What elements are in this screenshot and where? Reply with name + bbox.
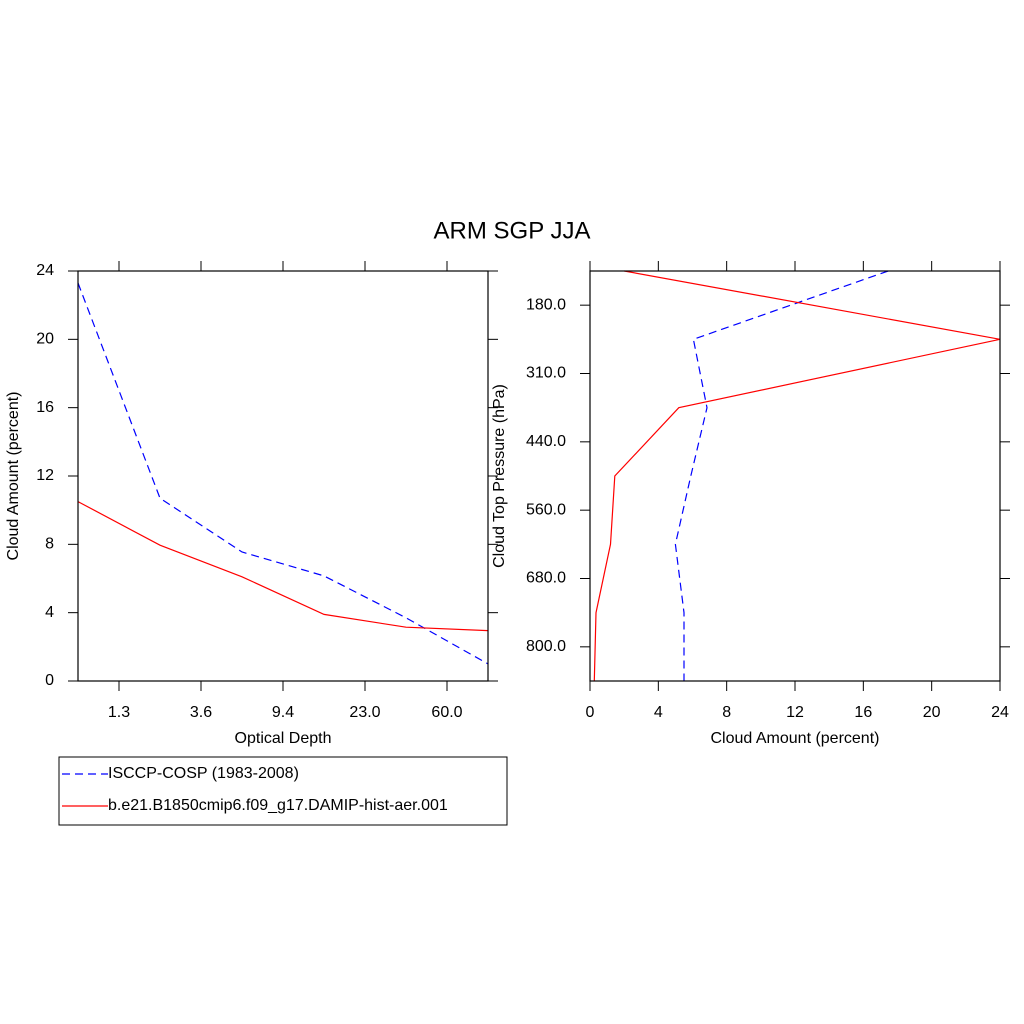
figure-title: ARM SGP JJA — [434, 217, 591, 244]
series-line — [674, 270, 889, 681]
x-tick-label: 24 — [991, 704, 1009, 721]
plot-frame — [77, 270, 489, 682]
y-tick-label: 8 — [45, 536, 54, 553]
x-tick-label: 20 — [923, 704, 941, 721]
x-tick-label: 12 — [786, 704, 804, 721]
legend-label: b.e21.B1850cmip6.f09_g17.DAMIP-hist-aer.… — [108, 797, 448, 814]
y-tick-label: 680.0 — [526, 570, 566, 587]
y-axis-label: Cloud Top Pressure (hPa) — [491, 384, 508, 568]
x-tick-label: 4 — [654, 704, 663, 721]
y-tick-label: 16 — [36, 399, 54, 416]
y-tick-label: 24 — [36, 262, 54, 279]
y-tick-label: 440.0 — [526, 433, 566, 450]
x-tick-label: 9.4 — [272, 704, 294, 721]
legend-box — [58, 756, 508, 826]
x-tick-label: 8 — [722, 704, 731, 721]
x-tick-label: 16 — [854, 704, 872, 721]
plot-frame — [589, 270, 1001, 682]
y-tick-label: 12 — [36, 467, 54, 484]
y-tick-label: 0 — [45, 672, 54, 689]
y-tick-label: 180.0 — [526, 296, 566, 313]
series-line — [77, 501, 489, 632]
x-tick-label: 60.0 — [431, 704, 462, 721]
x-tick-label: 1.3 — [108, 704, 130, 721]
y-tick-label: 800.0 — [526, 638, 566, 655]
y-tick-label: 310.0 — [526, 365, 566, 382]
x-axis-label: Optical Depth — [235, 730, 332, 747]
x-axis-label: Cloud Amount (percent) — [711, 730, 880, 747]
y-tick-label: 20 — [36, 331, 54, 348]
series-line — [77, 282, 489, 665]
legend-label: ISCCP-COSP (1983-2008) — [108, 765, 299, 782]
y-tick-label: 560.0 — [526, 501, 566, 518]
y-axis-label: Cloud Amount (percent) — [5, 392, 22, 561]
x-tick-label: 23.0 — [349, 704, 380, 721]
x-tick-label: 3.6 — [190, 704, 212, 721]
x-tick-label: 0 — [586, 704, 595, 721]
y-tick-label: 4 — [45, 604, 54, 621]
